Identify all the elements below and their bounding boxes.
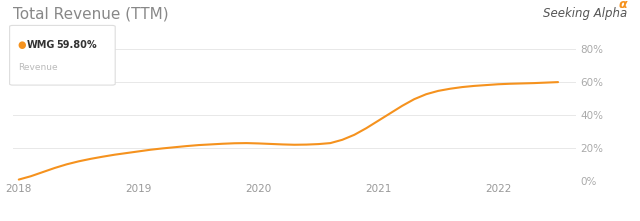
Text: WMG: WMG [27,40,55,50]
Text: ●: ● [18,40,26,50]
Text: Seeking Alpha: Seeking Alpha [543,7,627,20]
Text: Revenue: Revenue [18,63,58,72]
Text: 59.80%: 59.80% [56,40,97,50]
Text: Total Revenue (TTM): Total Revenue (TTM) [13,7,168,22]
Text: α: α [619,0,627,11]
